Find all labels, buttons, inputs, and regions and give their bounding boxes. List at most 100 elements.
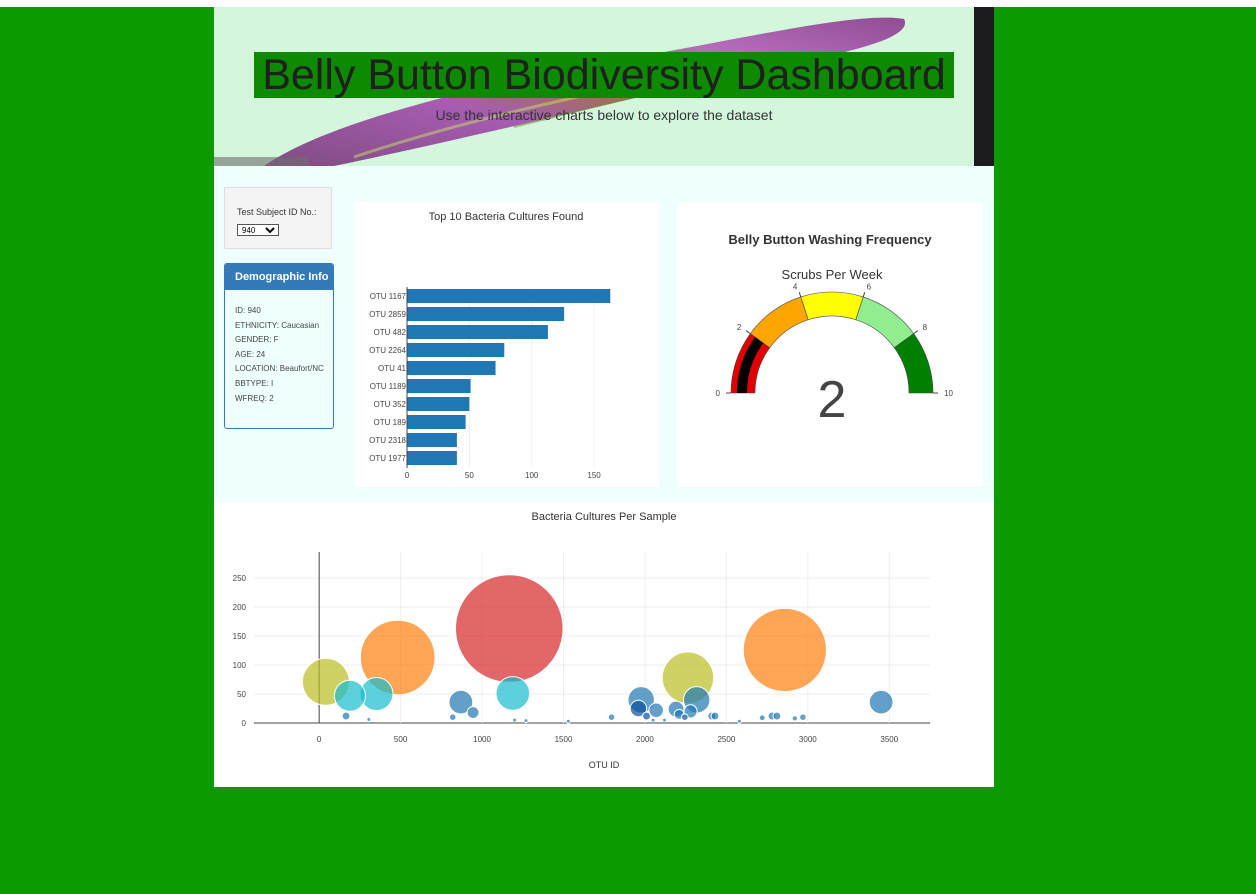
bubble-point[interactable] <box>523 718 529 724</box>
header-jumbotron: Belly Button Biodiversity Dashboard Use … <box>214 7 994 166</box>
demo-age: AGE: 24 <box>235 349 266 359</box>
bubble-point[interactable] <box>799 713 807 722</box>
bubble-x-tick-label: 2000 <box>636 735 654 744</box>
bubble-point[interactable] <box>629 699 648 718</box>
bubble-point[interactable] <box>448 713 457 722</box>
bar-category-label: OTU 1977 <box>369 454 406 463</box>
bubble-point[interactable] <box>868 689 894 715</box>
gauge-value-bar <box>737 337 764 393</box>
bubble-y-tick-label: 250 <box>233 574 247 583</box>
bubble-point[interactable] <box>607 713 616 722</box>
gauge-tick <box>798 292 802 298</box>
bubble-chart-card: Bacteria Cultures Per Sample 0 50 100 150 20… <box>214 502 994 787</box>
gauge-tick-label: 10 <box>944 389 953 398</box>
header-dark-edge <box>974 7 994 166</box>
bubble-y-tick-label: 50 <box>237 690 246 699</box>
bubble-point[interactable] <box>772 711 782 721</box>
bubble-chart-title: Bacteria Cultures Per Sample <box>532 511 677 523</box>
demo-id: ID: 940 <box>235 306 261 315</box>
gauge-tick-label: 8 <box>923 323 928 332</box>
bubble-point[interactable] <box>454 574 564 683</box>
bar-mark[interactable] <box>407 307 565 321</box>
bar-mark[interactable] <box>407 415 466 429</box>
bubble-point[interactable] <box>648 702 664 719</box>
subject-selector-label: Test Subject ID No.: <box>237 207 317 217</box>
bubble-point[interactable] <box>791 715 798 722</box>
bubble-point[interactable] <box>366 717 372 723</box>
bubble-point[interactable] <box>466 706 480 720</box>
bar-category-label: OTU 189 <box>374 418 407 427</box>
bar-category-label: OTU 482 <box>374 328 407 337</box>
bubble-x-axis-label: OTU ID <box>589 760 620 770</box>
bubble-point[interactable] <box>341 711 351 721</box>
bubble-point[interactable] <box>736 718 742 724</box>
bar-x-tick-label: 0 <box>405 471 410 480</box>
bubble-y-tick-label: 200 <box>233 603 247 612</box>
bubble-point[interactable] <box>359 619 436 696</box>
gauge-subtitle: Scrubs Per Week <box>782 267 883 282</box>
bubble-point[interactable] <box>710 711 720 721</box>
bubble-point[interactable] <box>333 679 366 712</box>
demo-location: LOCATION: Beaufort/NC <box>235 364 324 374</box>
demo-wfreq: WFREQ: 2 <box>235 393 274 403</box>
demographic-info-list: ID: 940 ETHNICITY: Caucasian GENDER: F A… <box>235 306 331 408</box>
bubble-x-tick-label: 1000 <box>473 735 491 744</box>
gauge-tick <box>913 330 919 335</box>
bubble-x-tick-label: 2500 <box>717 735 735 744</box>
bar-category-label: OTU 2318 <box>369 436 406 445</box>
bubble-x-tick-label: 1500 <box>555 735 573 744</box>
bar-x-tick-label: 150 <box>587 471 601 480</box>
gauge-chart: Belly Button Washing Frequency Scrubs Pe… <box>716 232 954 429</box>
bubble-point[interactable] <box>448 689 474 715</box>
gauge-tick-label: 2 <box>737 323 742 332</box>
bar-mark[interactable] <box>407 361 496 375</box>
demo-bbtype: BBTYPE: I <box>235 378 274 388</box>
bar-mark[interactable] <box>407 433 457 447</box>
bubble-y-tick-label: 100 <box>233 661 247 670</box>
page-title: Belly Button Biodiversity Dashboard <box>254 52 954 98</box>
bar-mark[interactable] <box>407 397 470 411</box>
bar-mark[interactable] <box>407 325 548 339</box>
bubble-point[interactable] <box>565 718 571 724</box>
bar-mark[interactable] <box>407 451 457 465</box>
gauge-tick-label: 6 <box>867 282 872 291</box>
bar-category-label: OTU 2264 <box>369 346 406 355</box>
bubble-point[interactable] <box>642 711 652 721</box>
bar-chart: Top 10 Bacteria Cultures Found OTU 1167 O… <box>369 211 611 480</box>
bar-chart-card: Top 10 Bacteria Cultures Found OTU 1167 O… <box>354 202 659 487</box>
demographic-info-panel: Demographic Info ID: 940 ETHNICITY: Cauc… <box>224 263 334 429</box>
bubble-point[interactable] <box>681 713 689 722</box>
gauge-title: Belly Button Washing Frequency <box>728 232 932 247</box>
subject-selector-well: Test Subject ID No.: 940 <box>224 187 332 249</box>
gauge-band <box>893 333 934 394</box>
bar-category-label: OTU 1167 <box>370 292 407 301</box>
bar-mark[interactable] <box>407 289 611 303</box>
bubble-point[interactable] <box>650 717 656 723</box>
gauge-tick <box>745 330 751 335</box>
gauge-chart-card: Belly Button Washing Frequency Scrubs Pe… <box>678 202 983 487</box>
bubble-point[interactable] <box>758 714 766 722</box>
bar-category-label: OTU 2859 <box>369 310 406 319</box>
bubble-y-tick-label: 150 <box>233 632 247 641</box>
gauge-tick <box>862 292 866 298</box>
bar-x-tick-label: 100 <box>525 471 539 480</box>
demographic-info-heading: Demographic Info <box>225 264 333 290</box>
gauge-band <box>800 291 864 321</box>
bubble-point[interactable] <box>512 717 518 723</box>
bar-mark[interactable] <box>407 343 505 357</box>
bar-mark[interactable] <box>407 379 471 393</box>
demo-ethnicity: ETHNICITY: Caucasian <box>235 320 320 330</box>
bar-x-tick-label: 50 <box>465 471 474 480</box>
gauge-tick-label: 4 <box>793 282 798 291</box>
bubble-point[interactable] <box>742 607 827 693</box>
bubble-point[interactable] <box>495 676 531 711</box>
bar-category-label: OTU 41 <box>378 364 407 373</box>
bubble-x-tick-label: 3000 <box>799 735 817 744</box>
bubble-y-tick-label: 0 <box>242 719 247 728</box>
bubble-x-tick-label: 500 <box>394 735 408 744</box>
bubble-x-tick-label: 0 <box>317 735 322 744</box>
bubble-chart: Bacteria Cultures Per Sample 0 50 100 150 20… <box>233 511 930 770</box>
subject-id-dropdown[interactable]: 940 <box>237 224 279 236</box>
gauge-value-label: 2 <box>818 371 847 429</box>
bubble-point[interactable] <box>661 717 667 723</box>
